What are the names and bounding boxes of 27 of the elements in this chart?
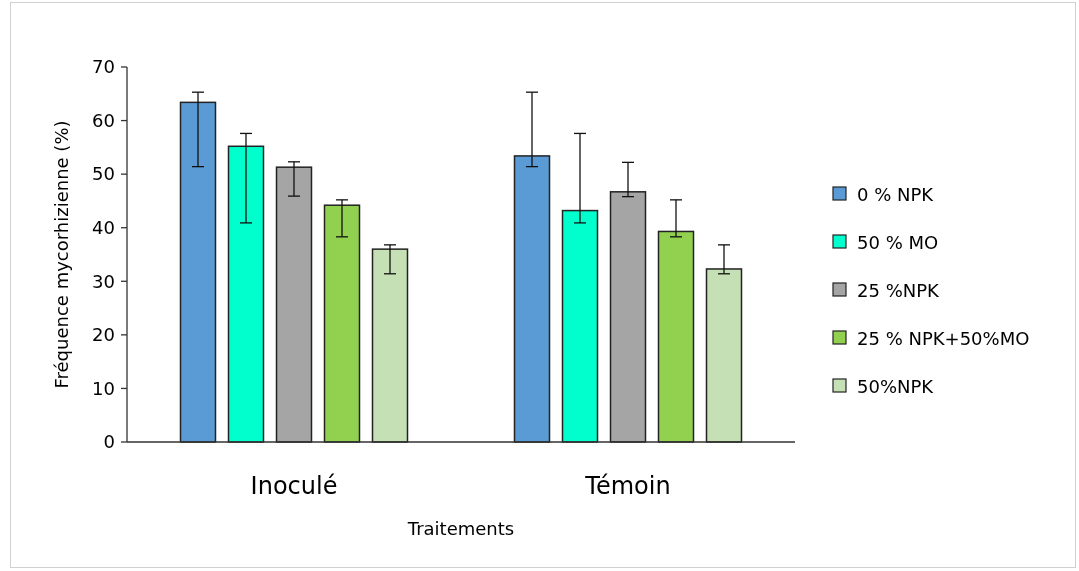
x-tick-label: Témoin <box>584 472 671 500</box>
bar <box>323 204 361 443</box>
y-tick-label: 50 <box>92 163 115 185</box>
bar <box>657 230 695 443</box>
bar <box>513 155 551 443</box>
bar <box>609 191 647 443</box>
legend-label: 0 % NPK <box>857 184 935 206</box>
legend-label: 25 % NPK+50%MO <box>857 328 1030 350</box>
x-tick-label: Inoculé <box>250 472 338 500</box>
bar <box>227 145 265 443</box>
y-tick-label: 30 <box>92 270 115 292</box>
bar <box>705 268 743 443</box>
x-axis-title: Traitements <box>406 518 515 539</box>
y-tick-label: 60 <box>92 109 115 131</box>
y-axis-title: Fréquence mycorhizienne (%) <box>51 120 72 389</box>
legend-label: 50%NPK <box>857 376 935 398</box>
y-tick-label: 0 <box>103 431 115 453</box>
y-tick-label: 40 <box>92 217 115 239</box>
y-tick-label: 20 <box>92 324 115 346</box>
legend-label: 50 % MO <box>857 232 939 254</box>
bar <box>371 248 409 443</box>
bar <box>275 166 313 443</box>
y-tick-label: 70 <box>92 56 115 78</box>
legend-label: 25 %NPK <box>857 280 941 302</box>
bar <box>179 101 217 443</box>
bar <box>561 209 599 443</box>
y-tick-label: 10 <box>92 377 115 399</box>
